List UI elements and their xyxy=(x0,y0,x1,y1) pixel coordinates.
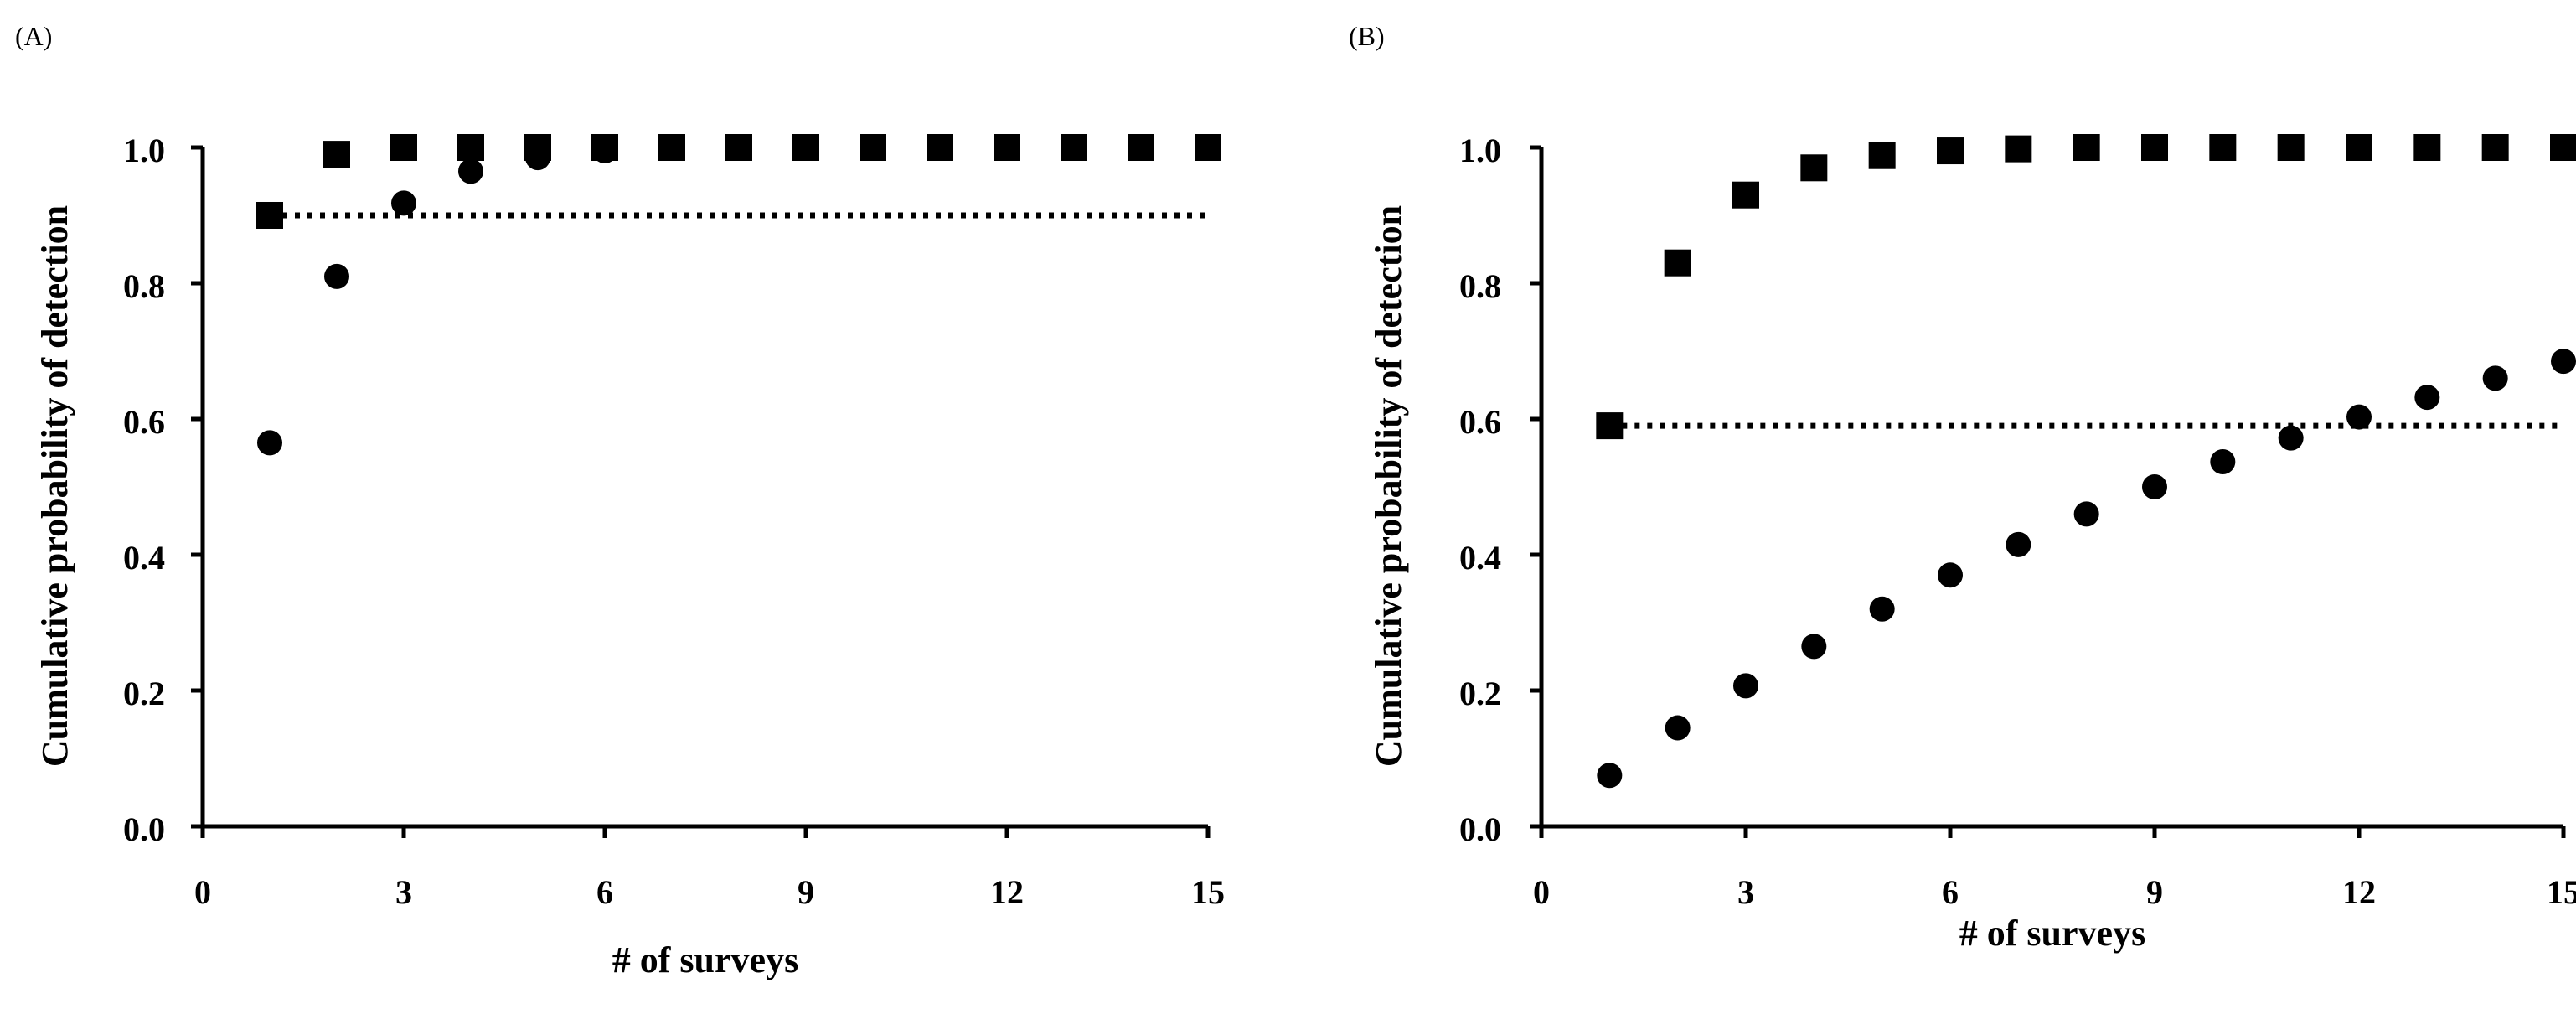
panel-b-squares-point-7 xyxy=(2005,135,2032,163)
panel-a-ytick-label-0: 0.0 xyxy=(123,810,165,848)
panel-a-xtick-label-1: 3 xyxy=(395,873,412,911)
panel-b-xtick-label-5: 15 xyxy=(2547,873,2576,911)
panel-b-xtick-label-1: 3 xyxy=(1737,873,1754,911)
panel-b-ytick-label-3: 0.6 xyxy=(1459,403,1501,441)
panel-b-squares-point-14 xyxy=(2481,134,2509,161)
panel-b-circles-point-7 xyxy=(2006,531,2031,557)
panel-a-xtick-label-3: 9 xyxy=(798,873,814,911)
panel-b-squares-point-12 xyxy=(2346,134,2372,161)
panel-a-xtick-label-2: 6 xyxy=(596,873,613,911)
panel-b-circles-point-4 xyxy=(1801,634,1827,660)
panel-a-squares-point-13 xyxy=(1061,134,1087,161)
panel-a-ytick-label-5: 1.0 xyxy=(123,132,165,169)
panel-b-xtick-label-0: 0 xyxy=(1533,873,1550,911)
panel-a-squares-point-14 xyxy=(1128,134,1154,161)
panel-a-xtick-label-5: 15 xyxy=(1191,873,1225,911)
panel-b-circles-point-5 xyxy=(1869,596,1895,622)
panel-a-circles-point-3 xyxy=(391,190,416,216)
panel-b-squares-point-13 xyxy=(2413,134,2441,161)
panel-b-squares-point-6 xyxy=(1937,137,1964,165)
panel-a-ytick-label-1: 0.2 xyxy=(123,675,165,712)
panel-b-circles-point-1 xyxy=(1597,763,1623,789)
panel-b-squares-point-2 xyxy=(1664,249,1691,277)
panel-b-circles-point-8 xyxy=(2073,501,2099,527)
panel-b-circles-point-13 xyxy=(2414,385,2440,411)
panel-a-xtick-label-0: 0 xyxy=(194,873,211,911)
panel-a-y-axis-title: Cumulative probability of detection xyxy=(34,205,75,767)
panel-b-squares-point-11 xyxy=(2277,134,2305,161)
panel-b-ytick-label-0: 0.0 xyxy=(1459,810,1501,848)
panel-b-circles-point-14 xyxy=(2482,365,2508,391)
panel-b-xtick-label-3: 9 xyxy=(2146,873,2163,911)
panel-b-squares-point-8 xyxy=(2073,134,2100,161)
panel-b: (B) 0.0 0.2 0.4 0.6 0.8 1.0 0 3 6 9 12 1… xyxy=(1349,21,2576,954)
panel-b-circles-point-10 xyxy=(2210,449,2236,475)
panel-b-x-axis-title: # of surveys xyxy=(1959,913,2145,954)
panel-a-ytick-label-2: 0.4 xyxy=(123,539,165,577)
panel-b-circles-point-2 xyxy=(1665,715,1691,741)
panel-a-squares-point-8 xyxy=(725,134,752,161)
panel-b-circles-point-6 xyxy=(1938,562,1963,588)
panel-b-ytick-label-1: 0.2 xyxy=(1459,675,1501,712)
panel-a-squares-point-1 xyxy=(256,202,283,229)
panel-a-squares-point-7 xyxy=(658,134,685,161)
panel-b-squares-point-4 xyxy=(1800,154,1828,182)
panel-b-circles-point-11 xyxy=(2278,425,2304,451)
panel-b-label: (B) xyxy=(1349,21,1385,51)
panel-a-squares-point-10 xyxy=(860,134,886,161)
panel-b-circles-point-15 xyxy=(2551,349,2576,375)
panel-a-squares-point-12 xyxy=(994,134,1020,161)
panel-a-squares-point-9 xyxy=(792,134,819,161)
panel-b-squares-point-5 xyxy=(1868,142,1896,169)
panel-a-circles-point-6 xyxy=(592,138,617,164)
panel-a-squares-point-3 xyxy=(390,134,417,161)
panel-b-xtick-label-4: 12 xyxy=(2342,873,2376,911)
panel-a-circles-point-2 xyxy=(324,263,349,289)
panel-a-squares-point-2 xyxy=(323,141,350,168)
panel-b-squares-point-10 xyxy=(2209,134,2237,161)
panel-b-ytick-label-4: 0.8 xyxy=(1459,267,1501,305)
panel-b-squares-point-15 xyxy=(2550,134,2576,161)
panel-a-squares-point-4 xyxy=(457,134,484,161)
panel-a-circles-point-4 xyxy=(458,158,483,184)
panel-a-squares-point-11 xyxy=(927,134,953,161)
panel-b-ytick-label-5: 1.0 xyxy=(1459,132,1501,169)
panel-b-squares-point-9 xyxy=(2141,134,2168,161)
panel-a: (A) 0.0 0.2 0.4 0.6 0.8 1.0 0 3 6 9 12 1… xyxy=(15,21,1225,980)
panel-b-squares-point-3 xyxy=(1732,181,1759,209)
panel-a-x-axis-title: # of surveys xyxy=(612,939,798,980)
panel-a-ytick-label-3: 0.6 xyxy=(123,403,165,441)
panel-b-circles-point-12 xyxy=(2346,404,2372,430)
panel-a-label: (A) xyxy=(15,21,52,51)
panel-a-xtick-label-4: 12 xyxy=(990,873,1024,911)
panel-b-xtick-label-2: 6 xyxy=(1942,873,1959,911)
panel-b-y-axis-title: Cumulative probability of detection xyxy=(1368,205,1409,767)
panel-b-ytick-label-2: 0.4 xyxy=(1459,539,1501,577)
panel-b-circles-point-3 xyxy=(1733,673,1758,699)
panel-a-ytick-label-4: 0.8 xyxy=(123,267,165,305)
panel-b-circles-point-9 xyxy=(2142,474,2167,499)
panel-b-squares-point-1 xyxy=(1596,412,1624,440)
panel-a-circles-point-5 xyxy=(525,145,550,171)
panel-a-circles-point-1 xyxy=(257,430,282,456)
panel-a-squares-point-15 xyxy=(1195,134,1221,161)
